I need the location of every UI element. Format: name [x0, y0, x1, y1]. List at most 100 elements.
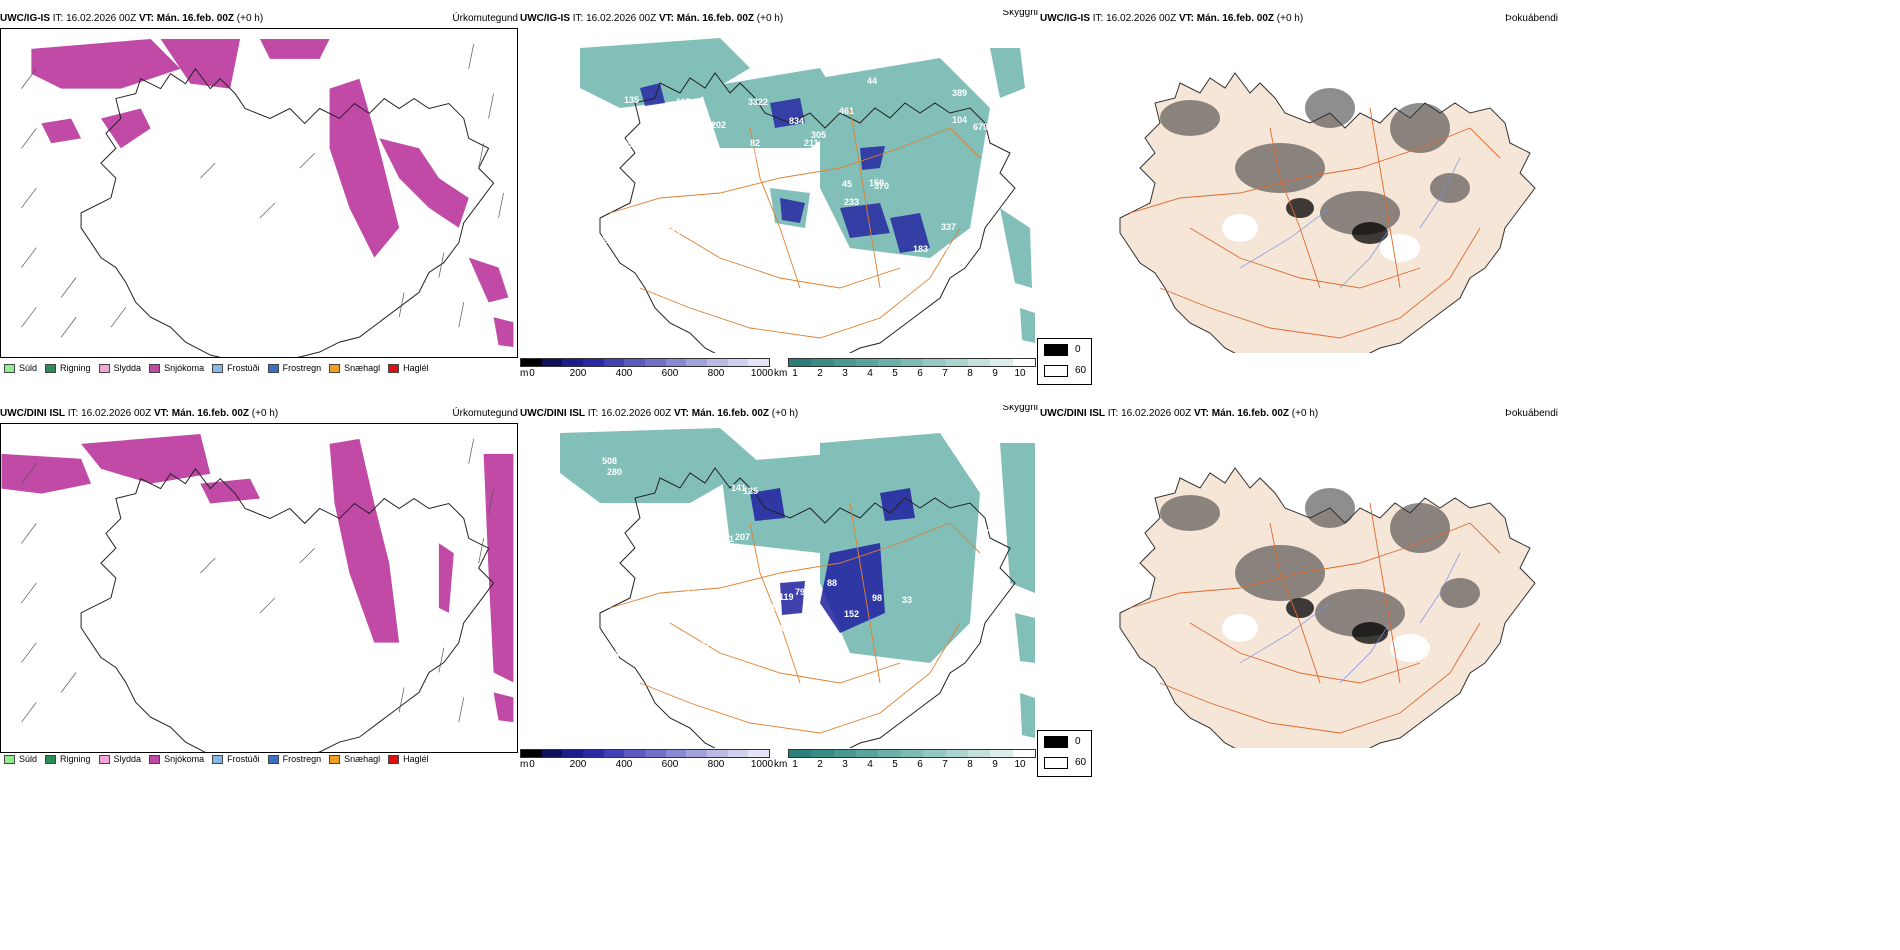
legend-item: Haglél	[388, 359, 429, 377]
visibility-value-label: 133	[662, 566, 677, 576]
visibility-value-label: 98	[872, 593, 882, 603]
colorbar-tick-label: 0	[529, 368, 535, 379]
colorbar-tick-label: 6	[917, 368, 923, 379]
legend-item: Súld	[4, 359, 37, 377]
panel-header: UWC/IG-IS IT: 16.02.2026 00Z VT: Mán. 16…	[520, 10, 1040, 28]
colorbar-tick-label: 200	[569, 368, 587, 379]
visibility-value-label: 104	[952, 115, 967, 125]
panel-precip-igis: UWC/IG-IS IT: 16.02.2026 00Z VT: Mán. 16…	[0, 10, 520, 385]
colorbar-segment	[624, 750, 645, 757]
visibility-value-label: 339	[946, 244, 961, 254]
visibility-value-label: 22	[989, 507, 999, 517]
fog-key-black-swatch	[1044, 736, 1068, 748]
visibility-value-label: 211	[804, 138, 819, 148]
legend-item: Snæhagl	[329, 750, 380, 768]
visibility-value-label: 305	[811, 130, 826, 140]
colorbar-segment	[644, 359, 666, 366]
legend-item: Frostregn	[267, 750, 321, 768]
fog-key-black-swatch	[1044, 344, 1068, 356]
visibility-value-label: 33	[902, 595, 912, 605]
colorbar-tick-label: 10	[1014, 368, 1026, 379]
colorbar-segment	[562, 750, 583, 757]
legend-item: Snæhagl	[329, 359, 380, 377]
visibility-value-label: 403	[677, 241, 692, 251]
visibility-value-label: 280	[607, 467, 622, 477]
wind-barbs	[21, 43, 504, 338]
colorbar-segment	[541, 750, 563, 757]
visibility-value-label: 461	[839, 106, 854, 116]
panel-header: UWC/DINI ISL IT: 16.02.2026 00Z VT: Mán.…	[520, 405, 1040, 423]
colorbar-segment	[856, 750, 879, 757]
colorbar-segment	[990, 359, 1013, 366]
colorbar-segment	[727, 359, 749, 366]
visibility-value-label: 406	[738, 160, 753, 170]
legend-label: Súld	[19, 754, 38, 764]
panel-title: Skyggni	[1002, 405, 1038, 413]
visibility-value-label: 121	[706, 600, 721, 610]
road-network	[609, 502, 981, 734]
legend-swatch	[267, 755, 279, 765]
legend-swatch	[329, 364, 341, 374]
legend-label: Frostregn	[282, 363, 322, 373]
legend-swatch	[98, 364, 110, 374]
colorbar-tick-label: 600	[661, 368, 679, 379]
colorbar-segment	[789, 750, 812, 757]
legend-label: Súld	[19, 363, 38, 373]
visibility-value-label: 999	[678, 203, 693, 213]
legend-label: Snjókoma	[164, 363, 205, 373]
fog-map	[1119, 467, 1536, 748]
colorbar-segment	[603, 359, 625, 366]
visibility-value-label: 881	[719, 534, 734, 544]
colorbar-segment	[727, 750, 749, 757]
colorbar-segment	[945, 750, 968, 757]
visibility-value-label: 135	[624, 95, 639, 105]
legend-label: Rigning	[60, 363, 91, 373]
colorbar-tick-label: 1000	[750, 759, 774, 770]
fog-key-white-label: 60	[1075, 757, 1087, 768]
colorbar-tick-label: 4	[867, 759, 873, 770]
colorbar-segment	[967, 359, 991, 366]
colorbar-tick-label: 1	[792, 368, 798, 379]
legend-item: Frostregn	[267, 359, 322, 377]
visibility-value-label: 44	[867, 76, 877, 86]
fog-black-areas	[1286, 198, 1388, 244]
colorbar-segment	[967, 750, 991, 757]
visibility-value-label: 389	[952, 88, 967, 98]
road-network	[1129, 502, 1501, 734]
legend-item: Rigning	[45, 750, 91, 768]
colorbar-tick-label: 200	[569, 759, 587, 770]
fog-map	[1119, 72, 1536, 353]
visibility-value-label: 101	[656, 129, 671, 139]
colorbar-segment	[665, 750, 687, 757]
visibility-value-label: 489	[750, 68, 765, 78]
colorbar-tick-label: 6	[917, 759, 923, 770]
visibility-value-label: 62	[792, 255, 802, 265]
visibility-value-label: 165	[604, 650, 619, 660]
panel-fog-dini: UWC/DINI ISL IT: 16.02.2026 00Z VT: Mán.…	[1040, 405, 1560, 775]
visibility-value-label: 117	[676, 97, 691, 107]
colorbar-tick-label: 400	[615, 759, 633, 770]
colorbar-tick-label: 1000	[750, 368, 774, 379]
legend-label: Frostúði	[227, 754, 260, 764]
colorbar-segment	[706, 359, 728, 366]
legend-label: Snæhagl	[344, 754, 381, 764]
colorbar-segment	[923, 750, 946, 757]
colorbar-tick-label: 4	[867, 368, 873, 379]
legend-label: Haglél	[403, 754, 429, 764]
legend-swatch	[388, 364, 400, 374]
colorbar-segment	[833, 359, 857, 366]
visibility-value-label: 161	[686, 653, 701, 663]
colorbar-segment	[624, 359, 645, 366]
colorbar-tick-label: 2	[817, 759, 823, 770]
fog-dark-areas	[1160, 88, 1470, 235]
colorbar-tick-label: 5	[892, 368, 898, 379]
panel-visibility-igis: UWC/IG-IS IT: 16.02.2026 00Z VT: Mán. 16…	[520, 10, 1040, 385]
panel-header: UWC/DINI ISL IT: 16.02.2026 00Z VT: Mán.…	[1040, 405, 1560, 423]
legend-item: Frostúði	[212, 359, 260, 377]
visibility-value-label: 82	[750, 138, 760, 148]
visibility-value-label: 310	[752, 645, 767, 655]
colorbar-tick-label: 1	[792, 759, 798, 770]
visibility-value-label: 165	[989, 132, 1004, 142]
colorbar-segment	[748, 359, 769, 366]
visibility-value-label: 93	[773, 624, 783, 634]
